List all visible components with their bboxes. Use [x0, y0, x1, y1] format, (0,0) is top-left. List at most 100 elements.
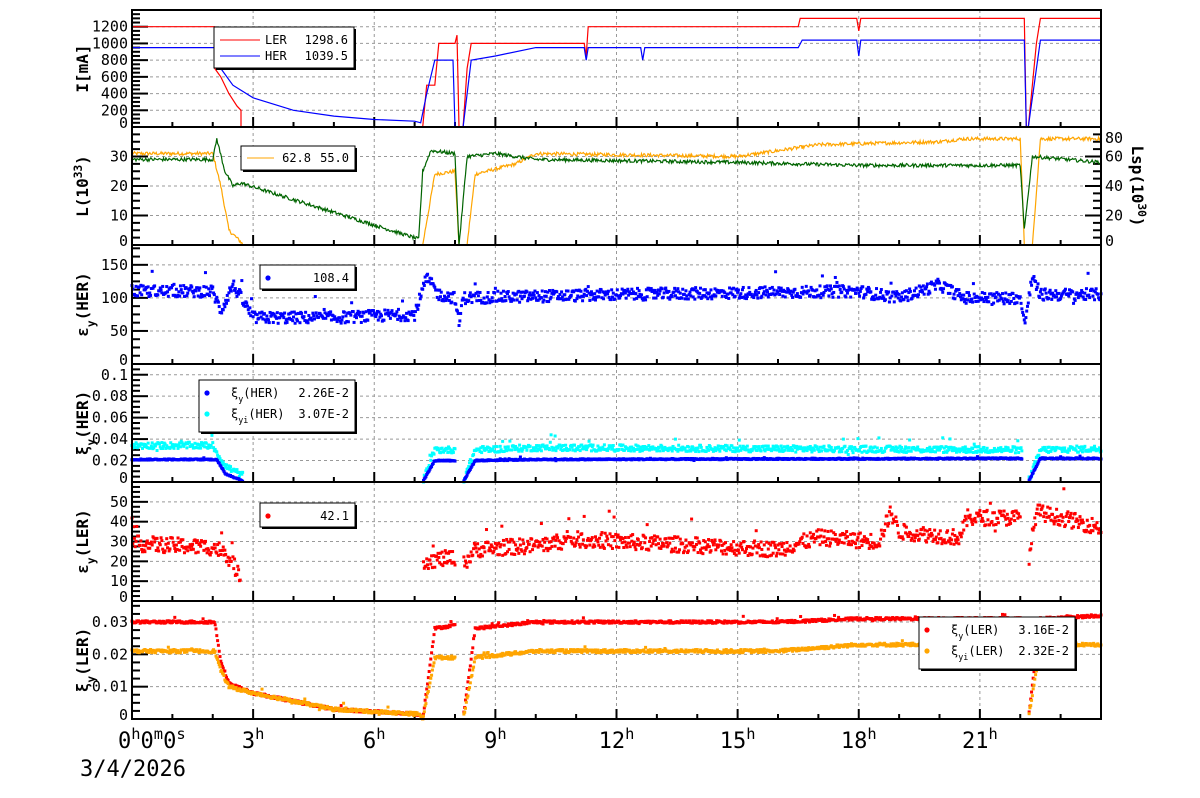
data-point: [589, 293, 593, 297]
data-point: [402, 315, 406, 319]
data-point: [405, 311, 409, 315]
data-point: [837, 445, 841, 449]
data-point: [896, 296, 900, 300]
data-point: [973, 516, 977, 520]
y-axis-label-part: ξ: [73, 683, 92, 693]
data-point: [905, 295, 909, 299]
data-point: [841, 285, 845, 289]
data-point: [170, 286, 174, 290]
data-point: [604, 539, 608, 543]
data-point: [282, 316, 286, 320]
data-point: [802, 532, 806, 536]
data-point: [176, 536, 180, 540]
data-point: [736, 290, 740, 294]
data-point: [778, 542, 782, 546]
data-point: [569, 293, 573, 297]
data-point: [520, 449, 524, 453]
data-point: [235, 573, 239, 577]
data-point: [306, 321, 310, 325]
data-point: [954, 450, 958, 454]
data-point: [280, 312, 284, 316]
data-point: [957, 542, 961, 546]
data-point: [705, 291, 709, 295]
data-point: [975, 511, 979, 515]
data-point: [322, 307, 326, 311]
data-point: [272, 312, 276, 316]
data-point: [929, 450, 933, 454]
data-point: [210, 287, 214, 291]
data-point: [676, 287, 680, 291]
data-point: [354, 316, 358, 320]
data-point: [370, 313, 374, 317]
data-point: [1076, 519, 1080, 523]
data-point: [463, 302, 467, 306]
data-point: [225, 559, 229, 563]
data-point: [850, 539, 854, 543]
data-point: [232, 467, 236, 471]
data-point: [849, 446, 853, 450]
data-point: [989, 292, 993, 296]
data-point: [182, 444, 186, 448]
data-point: [616, 533, 620, 537]
data-point: [567, 517, 571, 521]
data-point: [388, 316, 392, 320]
data-point: [572, 290, 576, 294]
data-point: [615, 293, 618, 297]
data-point: [559, 447, 563, 451]
data-point: [753, 544, 757, 548]
data-point: [669, 446, 673, 450]
data-point: [699, 445, 703, 449]
data-point: [766, 295, 770, 299]
data-point: [224, 675, 228, 679]
data-point: [257, 316, 261, 320]
data-point: [1053, 516, 1057, 520]
data-point: [807, 545, 811, 549]
data-point: [342, 310, 346, 314]
data-point: [140, 293, 144, 297]
data-point: [930, 448, 934, 452]
data-point: [545, 537, 549, 541]
data-point: [834, 284, 838, 288]
data-point: [1027, 475, 1031, 479]
data-point: [1057, 518, 1061, 522]
data-point: [165, 285, 169, 289]
data-point: [1078, 445, 1082, 449]
data-point: [883, 522, 887, 526]
data-point: [530, 293, 534, 297]
data-point: [1069, 511, 1073, 515]
data-point: [572, 536, 576, 540]
data-point: [1018, 295, 1022, 299]
data-point: [893, 449, 897, 453]
data-point: [940, 445, 944, 449]
data-point: [1068, 514, 1072, 518]
data-point: [1025, 309, 1029, 313]
data-point: [942, 450, 946, 454]
data-point: [186, 549, 190, 553]
data-point: [216, 459, 220, 463]
data-point: [740, 447, 744, 451]
data-point: [939, 536, 943, 540]
data-point: [201, 294, 205, 298]
data-point: [578, 449, 582, 453]
data-point: [849, 543, 853, 547]
data-point: [900, 291, 904, 295]
data-point: [156, 293, 160, 297]
data-point: [468, 294, 472, 298]
data-point: [615, 535, 619, 539]
data-point: [760, 294, 764, 298]
data-point: [574, 541, 578, 545]
data-point: [794, 544, 798, 548]
data-point: [517, 289, 521, 293]
data-point: [658, 537, 662, 541]
data-point: [686, 449, 690, 453]
data-point: [333, 315, 337, 319]
data-point: [650, 447, 654, 451]
data-point: [149, 446, 153, 450]
data-point: [434, 288, 438, 292]
data-point: [486, 445, 490, 449]
data-point: [139, 539, 143, 543]
y-tick-label-part: 40: [110, 513, 128, 531]
data-point: [708, 295, 712, 299]
data-point: [566, 534, 570, 538]
data-point: [984, 450, 988, 454]
